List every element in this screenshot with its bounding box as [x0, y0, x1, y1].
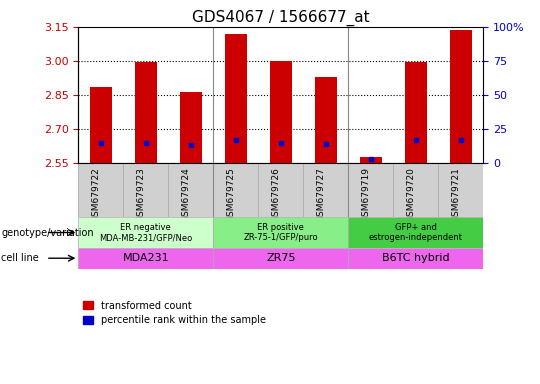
Text: GSM679721: GSM679721 — [452, 167, 461, 222]
Bar — [225, 34, 247, 163]
Text: ER negative
MDA-MB-231/GFP/Neo: ER negative MDA-MB-231/GFP/Neo — [99, 223, 192, 242]
Bar — [449, 30, 472, 163]
Bar — [269, 61, 292, 163]
Bar — [303, 163, 348, 217]
Bar — [348, 217, 483, 248]
Bar — [134, 62, 157, 163]
Text: GSM679725: GSM679725 — [227, 167, 236, 222]
Text: genotype/variation: genotype/variation — [1, 227, 94, 238]
Bar — [179, 91, 202, 163]
Bar — [90, 87, 112, 163]
Bar — [404, 62, 427, 163]
Text: GSM679719: GSM679719 — [362, 167, 371, 222]
Text: GSM679727: GSM679727 — [317, 167, 326, 222]
Bar — [123, 163, 168, 217]
Bar — [360, 157, 382, 163]
Bar — [393, 163, 438, 217]
Legend: transformed count, percentile rank within the sample: transformed count, percentile rank withi… — [83, 301, 266, 325]
Bar — [213, 217, 348, 248]
Text: GSM679724: GSM679724 — [182, 167, 191, 222]
Text: B6TC hybrid: B6TC hybrid — [382, 253, 450, 263]
Text: GFP+ and
estrogen-independent: GFP+ and estrogen-independent — [369, 223, 463, 242]
Bar — [314, 77, 337, 163]
Bar — [213, 163, 258, 217]
Text: GSM679722: GSM679722 — [92, 167, 101, 222]
Text: GSM679723: GSM679723 — [137, 167, 146, 222]
Text: cell line: cell line — [1, 253, 39, 263]
Text: MDA231: MDA231 — [123, 253, 169, 263]
Bar — [78, 248, 213, 269]
Bar — [258, 163, 303, 217]
Bar — [78, 163, 123, 217]
Bar — [438, 163, 483, 217]
Bar — [348, 248, 483, 269]
Text: ZR75: ZR75 — [266, 253, 295, 263]
Text: ER positive
ZR-75-1/GFP/puro: ER positive ZR-75-1/GFP/puro — [244, 223, 318, 242]
Text: GSM679726: GSM679726 — [272, 167, 281, 222]
Title: GDS4067 / 1566677_at: GDS4067 / 1566677_at — [192, 9, 369, 25]
Text: GSM679720: GSM679720 — [407, 167, 416, 222]
Bar — [213, 248, 348, 269]
Bar — [348, 163, 393, 217]
Bar — [168, 163, 213, 217]
Bar — [78, 217, 213, 248]
